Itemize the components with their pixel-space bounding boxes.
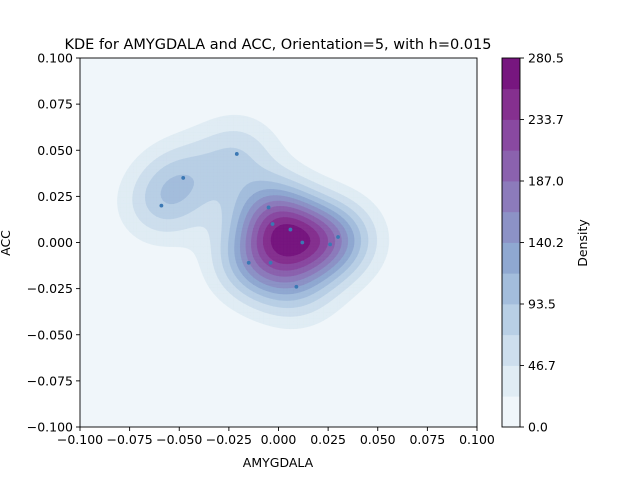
- y-tick-label: −0.025: [27, 281, 73, 296]
- colorbar-label: Density: [575, 219, 590, 267]
- colorbar-tick-label: 0.0: [528, 420, 548, 435]
- colorbar-tick-label: 46.7: [528, 358, 556, 373]
- sample-point-10: [328, 242, 333, 247]
- chart-title: KDE for AMYGDALA and ACC, Orientation=5,…: [65, 37, 492, 53]
- sample-point-8: [268, 260, 273, 265]
- colorbar-segment-5: [502, 242, 520, 274]
- colorbar-segment-10: [502, 88, 520, 120]
- sample-point-7: [300, 240, 305, 245]
- sample-point-11: [336, 235, 340, 239]
- x-axis: −0.100 −0.075 −0.050 −0.025 0.000 0.025 0.050 0…: [57, 427, 495, 447]
- y-tick-label: 0.075: [37, 97, 73, 112]
- sample-point-3: [246, 260, 251, 265]
- colorbar-segment-1: [502, 365, 520, 397]
- x-axis-label: AMYGDALA: [243, 455, 314, 470]
- y-tick-label: −0.075: [27, 373, 73, 388]
- density-contours: [117, 114, 390, 330]
- x-tick-label: 0.000: [261, 432, 297, 447]
- x-tick-label: −0.100: [57, 432, 103, 447]
- colorbar-segment-2: [502, 334, 520, 366]
- y-tick-label: −0.100: [27, 420, 73, 435]
- x-tick-label: 0.025: [310, 432, 346, 447]
- sample-point-1: [181, 176, 186, 180]
- x-tick-label: 0.100: [459, 432, 495, 447]
- x-tick-label: −0.075: [106, 432, 152, 447]
- y-tick-label: 0.000: [37, 235, 73, 250]
- y-axis-label: ACC: [0, 230, 13, 256]
- y-tick-label: 0.050: [37, 143, 73, 158]
- colorbar-segment-8: [502, 150, 520, 182]
- colorbar-segment-3: [502, 304, 520, 336]
- density-level-11: [270, 224, 311, 257]
- y-axis: −0.100 −0.075 −0.050 −0.025 0.000 0.025 0.050 0…: [27, 51, 80, 435]
- y-tick-label: −0.050: [27, 327, 73, 342]
- plot-area: [79, 57, 478, 428]
- sample-point-2: [234, 152, 239, 156]
- colorbar-segment-0: [502, 396, 520, 428]
- x-tick-label: −0.025: [206, 432, 252, 447]
- sample-points: [159, 152, 340, 289]
- colorbar-axis: 0.0 46.7 93.5 140.2 187.0 233.7 280.5: [520, 51, 564, 435]
- colorbar-tick-label: 187.0: [528, 174, 564, 189]
- sample-point-4: [266, 205, 271, 210]
- colorbar-tick-label: 93.5: [528, 297, 556, 312]
- x-tick-label: 0.075: [409, 432, 445, 447]
- colorbar-segment-11: [502, 58, 520, 90]
- x-tick-label: 0.050: [360, 432, 396, 447]
- y-tick-label: 0.025: [37, 189, 73, 204]
- sample-point-6: [288, 227, 293, 232]
- sample-point-5: [270, 222, 275, 226]
- sample-point-0: [159, 203, 164, 208]
- y-tick-label: 0.100: [37, 51, 73, 66]
- colorbar-tick-label: 140.2: [528, 235, 564, 250]
- sample-point-9: [294, 284, 299, 289]
- colorbar-tick-label: 233.7: [528, 112, 564, 127]
- colorbar-segment-4: [502, 273, 520, 305]
- colorbar-segment-9: [502, 119, 520, 151]
- colorbar-segment-6: [502, 211, 520, 243]
- x-tick-label: −0.050: [156, 432, 202, 447]
- colorbar: [501, 57, 521, 428]
- colorbar-tick-label: 280.5: [528, 51, 564, 66]
- colorbar-segment-7: [502, 181, 520, 213]
